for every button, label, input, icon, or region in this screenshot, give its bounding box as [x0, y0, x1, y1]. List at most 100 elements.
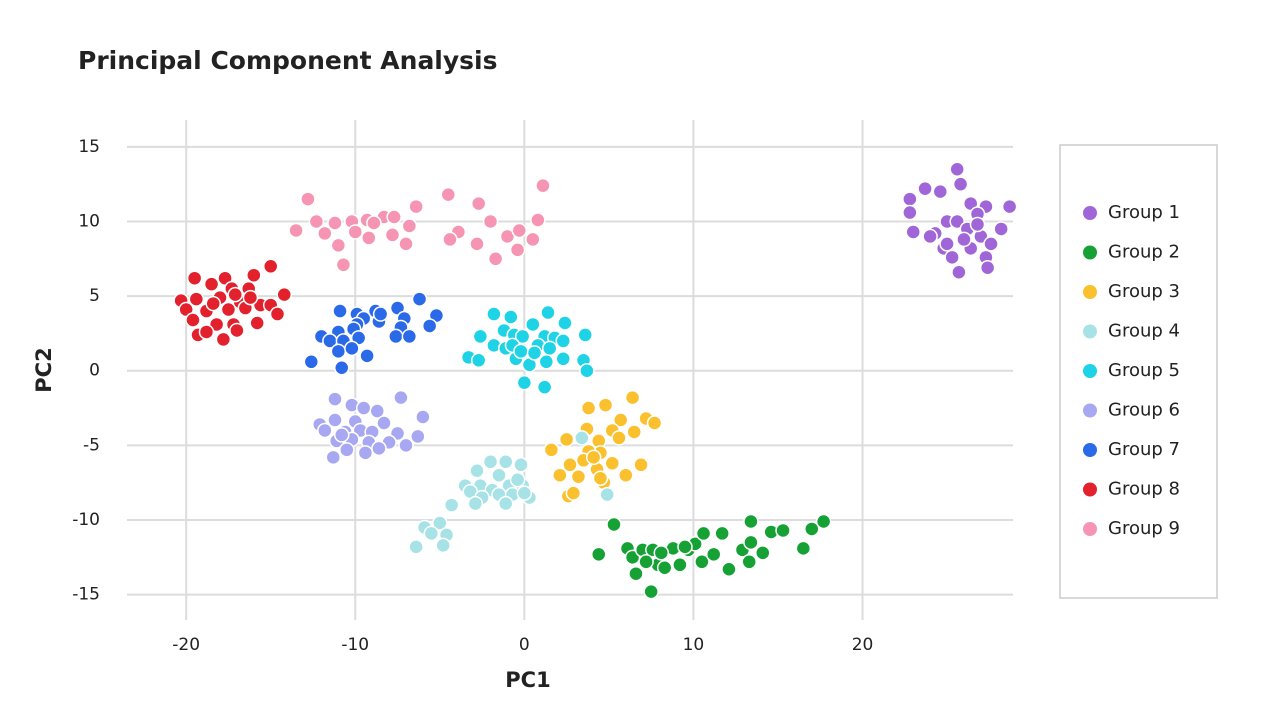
point — [359, 348, 375, 364]
point — [487, 251, 504, 267]
point — [333, 427, 350, 443]
legend-label: Group 1 — [1108, 202, 1180, 223]
point — [398, 437, 414, 454]
point — [555, 351, 571, 367]
point — [557, 315, 573, 331]
point — [624, 389, 641, 406]
y-tick-label: 0 — [89, 361, 100, 381]
point — [902, 191, 918, 207]
point — [656, 560, 673, 576]
point — [198, 324, 215, 340]
point — [555, 333, 571, 349]
point — [951, 264, 967, 280]
point — [526, 345, 543, 361]
point — [408, 539, 424, 555]
point — [317, 422, 333, 439]
point — [525, 231, 541, 248]
point — [262, 258, 279, 275]
point — [677, 539, 693, 555]
legend-marker — [1083, 482, 1097, 497]
point — [558, 431, 575, 448]
point — [386, 209, 402, 225]
point — [203, 276, 220, 292]
point — [325, 449, 342, 466]
point — [361, 230, 377, 246]
point — [969, 216, 986, 233]
legend-label: Group 7 — [1108, 439, 1180, 460]
point — [246, 267, 262, 283]
y-axis-label: PC2 — [32, 347, 56, 392]
point — [432, 515, 448, 531]
point — [227, 286, 243, 303]
point — [917, 180, 933, 197]
point — [993, 221, 1009, 237]
point — [440, 186, 457, 203]
point — [804, 521, 820, 537]
point — [366, 215, 382, 231]
point — [503, 309, 519, 325]
point — [695, 525, 712, 542]
point — [633, 457, 649, 473]
point — [491, 467, 507, 483]
grid — [127, 120, 1013, 620]
point — [215, 331, 232, 348]
point — [597, 397, 614, 413]
point — [983, 236, 999, 252]
point — [229, 322, 245, 339]
point — [467, 495, 484, 512]
legend-marker — [1083, 443, 1097, 457]
point — [552, 467, 568, 483]
point — [472, 328, 489, 345]
point — [922, 228, 938, 245]
point — [628, 565, 644, 582]
point — [333, 360, 350, 376]
point — [408, 198, 424, 215]
chart-title: Principal Component Analysis — [78, 46, 498, 75]
point — [269, 306, 286, 322]
point — [538, 354, 555, 370]
point — [388, 328, 404, 345]
point — [944, 249, 960, 266]
y-tick-label: 5 — [89, 286, 100, 306]
point — [741, 554, 757, 570]
point — [514, 328, 531, 345]
point — [347, 224, 364, 240]
legend: Group 1 Group 2 Group 3 Group 4 Group 5 Group… — [1083, 202, 1180, 539]
point — [580, 400, 597, 416]
point — [327, 412, 343, 428]
point — [540, 304, 556, 321]
point — [327, 391, 343, 407]
point — [932, 183, 949, 200]
point — [415, 409, 431, 425]
point — [590, 546, 607, 563]
point — [643, 583, 659, 600]
y-tick-label: 15 — [78, 137, 100, 157]
point — [401, 218, 418, 234]
point — [638, 554, 654, 570]
point — [220, 301, 237, 318]
point — [339, 442, 355, 458]
point — [497, 454, 514, 470]
point — [303, 354, 320, 370]
point — [743, 513, 759, 530]
point — [486, 306, 502, 322]
point — [469, 236, 485, 252]
point — [541, 340, 558, 357]
point — [795, 540, 812, 557]
point — [443, 497, 460, 513]
point — [442, 231, 458, 248]
point — [376, 415, 392, 431]
point — [815, 513, 832, 530]
point — [952, 176, 969, 192]
point — [611, 430, 627, 446]
point — [344, 340, 360, 357]
point — [570, 468, 587, 485]
point — [470, 195, 487, 212]
legend-label: Group 5 — [1108, 360, 1180, 381]
point — [618, 467, 634, 483]
point — [694, 554, 710, 570]
point — [369, 403, 385, 419]
legend-marker — [1083, 364, 1097, 378]
point — [755, 545, 771, 561]
